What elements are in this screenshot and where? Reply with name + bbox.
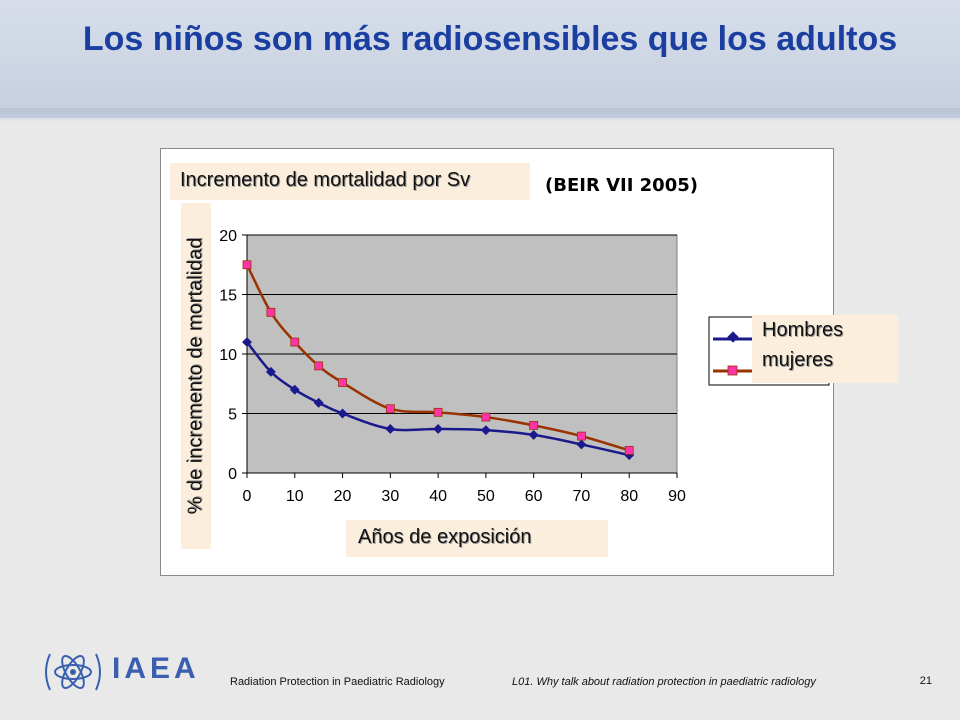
- x-tick-label-90: 90: [668, 488, 686, 505]
- x-tick-label-50: 50: [477, 488, 495, 505]
- point-hombres-20: [337, 408, 348, 419]
- point-mujeres-20: [338, 378, 347, 387]
- point-hombres-15: [313, 397, 324, 408]
- point-mujeres-50: [481, 412, 491, 422]
- point-mujeres-30: [385, 404, 395, 414]
- chart-title: Incremento de mortalidad por Sv: [170, 163, 530, 200]
- point-mujeres-5: [266, 307, 276, 317]
- legend-label-mujeres: mujeres: [762, 349, 834, 371]
- point-hombres-60: [528, 429, 539, 440]
- title-band-shadow: [0, 108, 960, 122]
- legend-marker-mujeres: [727, 365, 738, 376]
- x-tick-label-70: 70: [573, 488, 591, 505]
- point-mujeres-0: [242, 260, 252, 270]
- footer-course-title: Radiation Protection in Paediatric Radio…: [230, 676, 445, 688]
- y-tick-label-10: 10: [219, 347, 237, 364]
- x-tick-label-30: 30: [381, 488, 399, 505]
- y-tick-label-0: 0: [228, 466, 237, 483]
- point-mujeres-60: [529, 420, 539, 430]
- chart-source: (BEIR VII 2005): [545, 175, 698, 196]
- legend-labels-box: Hombres mujeres: [752, 315, 898, 383]
- iaea-wordmark: IAEA: [112, 652, 200, 685]
- legend-label-hombres: Hombres: [762, 319, 844, 341]
- x-tick-label-80: 80: [620, 488, 638, 505]
- page-number: 21: [919, 675, 932, 687]
- slide-title: Los niños son más radiosensibles que los…: [82, 20, 898, 58]
- line-chart: 0 5 10 15 20 0 10 20 30 40 50 60 70 80 90 (BEIR VII 20…: [219, 175, 830, 505]
- point-hombres-70: [576, 439, 587, 450]
- point-mujeres-10: [290, 337, 300, 347]
- x-tick-label-0: 0: [243, 488, 252, 505]
- point-mujeres-40: [433, 407, 443, 417]
- point-mujeres-80: [624, 445, 634, 455]
- x-tick-label-40: 40: [429, 488, 447, 505]
- y-axis-label-box: [181, 203, 211, 549]
- y-tick-label-15: 15: [219, 288, 237, 305]
- x-tick-label-20: 20: [334, 488, 352, 505]
- y-axis-label: % de incremento de mortalidad: [184, 237, 207, 515]
- footer-lecture-title: L01. Why talk about radiation protection…: [512, 676, 816, 688]
- x-tick-label-60: 60: [525, 488, 543, 505]
- iaea-logo: [45, 653, 101, 691]
- y-tick-label-5: 5: [228, 407, 237, 424]
- point-hombres-0: [242, 337, 252, 348]
- x-axis-label: Años de exposición: [346, 520, 608, 557]
- title-band: [0, 0, 960, 118]
- point-hombres-50: [480, 425, 491, 436]
- point-hombres-10: [289, 384, 300, 395]
- point-hombres-30: [385, 424, 396, 434]
- y-tick-label-20: 20: [219, 228, 237, 245]
- chart-frame: 0 5 10 15 20 0 10 20 30 40 50 60 70 80 90 (BEIR VII 20…: [160, 148, 834, 576]
- point-mujeres-70: [577, 431, 586, 441]
- point-hombres-40: [433, 424, 444, 434]
- point-mujeres-15: [314, 361, 324, 371]
- legend-marker-hombres: [727, 331, 739, 343]
- x-tick-label-10: 10: [286, 488, 304, 505]
